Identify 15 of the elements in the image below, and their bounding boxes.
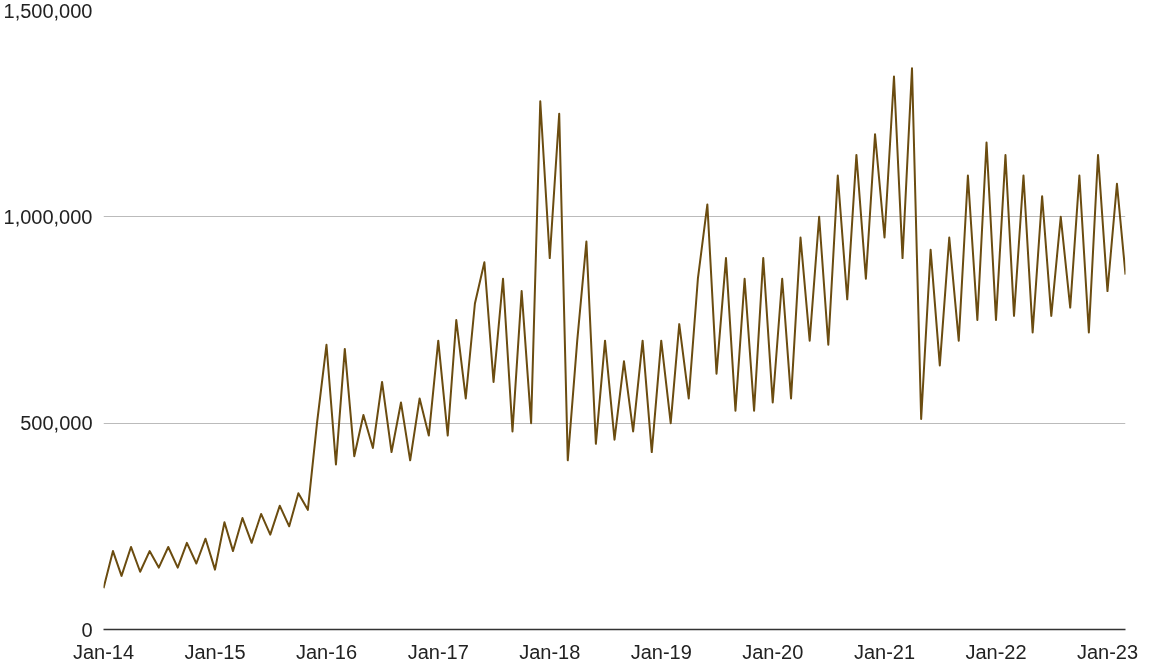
- line-series: [103, 67, 1126, 590]
- y-tick-label: 1,500,000: [3, 0, 93, 22]
- x-tick-label: Jan-17: [407, 640, 469, 663]
- x-tick-label: Jan-21: [853, 640, 916, 663]
- x-tick-label: Jan-22: [965, 640, 1027, 663]
- x-tick-label: Jan-18: [519, 640, 581, 663]
- x-tick-label: Jan-20: [742, 640, 804, 663]
- y-tick-label: 1,000,000: [3, 205, 93, 228]
- x-tick-label: Jan-16: [295, 640, 358, 663]
- x-tick-label: Jan-14: [72, 640, 135, 663]
- y-tick-label: 0: [81, 618, 93, 641]
- x-tick-label: Jan-19: [630, 640, 692, 663]
- x-tick-label: Jan-15: [184, 640, 246, 663]
- x-tick-label: Jan-23: [1076, 640, 1139, 663]
- y-tick-label: 500,000: [20, 412, 93, 435]
